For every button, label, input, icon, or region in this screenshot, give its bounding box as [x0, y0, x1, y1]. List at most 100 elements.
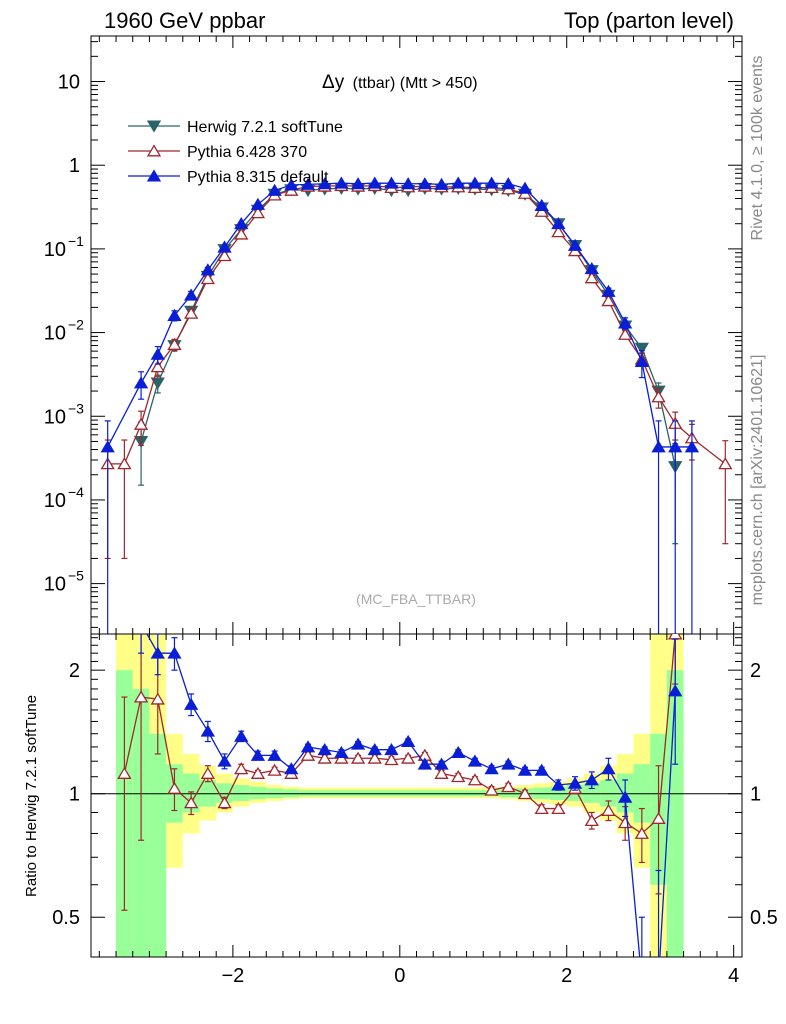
data-point: [384, 176, 399, 189]
data-point: [668, 440, 683, 453]
data-point: [167, 308, 182, 321]
data-point: [451, 176, 466, 189]
title-subtext: (ttbar) (Mtt > 450): [353, 75, 478, 92]
data-point: [634, 354, 649, 368]
ratio-y-tick-label-right: 1: [750, 784, 761, 806]
y-tick-label: 10: [44, 323, 66, 345]
ratio-point: [284, 762, 299, 775]
ratio-point: [467, 773, 483, 786]
green-band-bin: [232, 785, 250, 801]
y-tick-label: 10: [44, 239, 66, 261]
data-point: [217, 248, 232, 262]
y-tick-exponent: −5: [68, 568, 84, 584]
green-band-bin: [149, 733, 167, 957]
data-point: [551, 225, 566, 238]
ratio-y-tick-label: 2: [69, 660, 80, 682]
analysis-watermark: (MC_FBA_TTBAR): [356, 591, 476, 607]
ratio-point: [584, 813, 599, 827]
data-point: [234, 217, 249, 230]
data-point: [534, 198, 549, 211]
series-line: [140, 187, 676, 467]
y-tick-exponent: −2: [68, 317, 84, 333]
series-pythia8: [100, 176, 700, 634]
data-point: [100, 440, 115, 453]
ratio-point: [634, 826, 649, 839]
data-point: [684, 440, 700, 453]
ratio-point: [184, 697, 199, 710]
ratio-point: [350, 737, 366, 750]
data-point: [150, 360, 165, 373]
data-point: [117, 457, 132, 470]
ratio-point: [267, 763, 282, 776]
ratio-point: [618, 790, 633, 803]
ratio-point: [217, 796, 232, 809]
data-point: [234, 227, 249, 240]
green-band-bin: [216, 783, 233, 803]
ratio-point: [334, 745, 349, 758]
ratio-point: [150, 692, 165, 705]
y-tick-exponent: −1: [68, 233, 84, 249]
ratio-point: [451, 770, 466, 783]
ratio-point: [317, 751, 332, 764]
data-point: [150, 377, 165, 390]
data-point: [484, 176, 499, 189]
ratio-series-pythia8: [135, 618, 683, 985]
data-point: [150, 347, 165, 360]
data-point: [584, 262, 599, 275]
ratio-point: [601, 803, 616, 816]
ratio-point: [601, 762, 616, 775]
ratio-line: [123, 634, 676, 835]
y-tick-label: 10: [58, 72, 80, 94]
data-point: [567, 238, 583, 251]
ratio-point: [117, 766, 132, 779]
ratio-bands: [116, 634, 684, 957]
ratio-point: [484, 762, 499, 775]
data-point: [334, 176, 349, 189]
rivet-version-label: Rivet 4.1.0, ≥ 100k events: [749, 56, 766, 241]
data-point: [133, 417, 149, 430]
data-point: [534, 204, 549, 217]
data-point: [401, 177, 416, 190]
data-point: [501, 177, 516, 190]
data-point: [417, 177, 432, 190]
ratio-point: [636, 975, 648, 985]
ratio-point: [567, 776, 583, 789]
ratio-point: [135, 618, 147, 628]
x-tick-label: 0: [394, 965, 405, 987]
data-point: [200, 263, 215, 276]
ratio-y-tick-label-right: 0.5: [750, 907, 778, 929]
ratio-point: [401, 734, 416, 747]
ratio-point: [584, 773, 599, 786]
green-band-bin: [666, 670, 684, 957]
series-herwig: [133, 182, 683, 545]
y-tick-label: 10: [44, 406, 66, 428]
ratio-point: [401, 751, 416, 764]
data-point: [584, 271, 599, 284]
ratio-point: [417, 757, 432, 770]
ratio-point: [234, 729, 249, 742]
data-point: [217, 240, 232, 253]
data-point: [200, 272, 215, 285]
data-point: [618, 327, 633, 340]
data-point: [284, 178, 299, 191]
x-tick-label: −2: [221, 965, 244, 987]
ratio-point: [300, 748, 316, 761]
header-energy: 1960 GeV ppbar: [104, 8, 265, 33]
ratio-point: [200, 766, 215, 779]
ratio-point: [651, 811, 666, 824]
header-process: Top (parton level): [564, 8, 734, 33]
data-point: [133, 376, 149, 389]
data-point: [167, 337, 182, 350]
ratio-plot: −2 0 2 4 2 2 1 1 0.5 0.5: [52, 36, 778, 987]
data-point: [551, 217, 566, 230]
ratio-point: [184, 796, 199, 809]
ratio-point: [234, 762, 249, 775]
data-point: [300, 177, 316, 190]
data-point: [184, 288, 199, 301]
legend-marker-pythia8: [146, 169, 162, 182]
ratio-point: [534, 801, 549, 815]
y-tick-label: 1: [69, 155, 80, 177]
data-point: [718, 457, 733, 470]
